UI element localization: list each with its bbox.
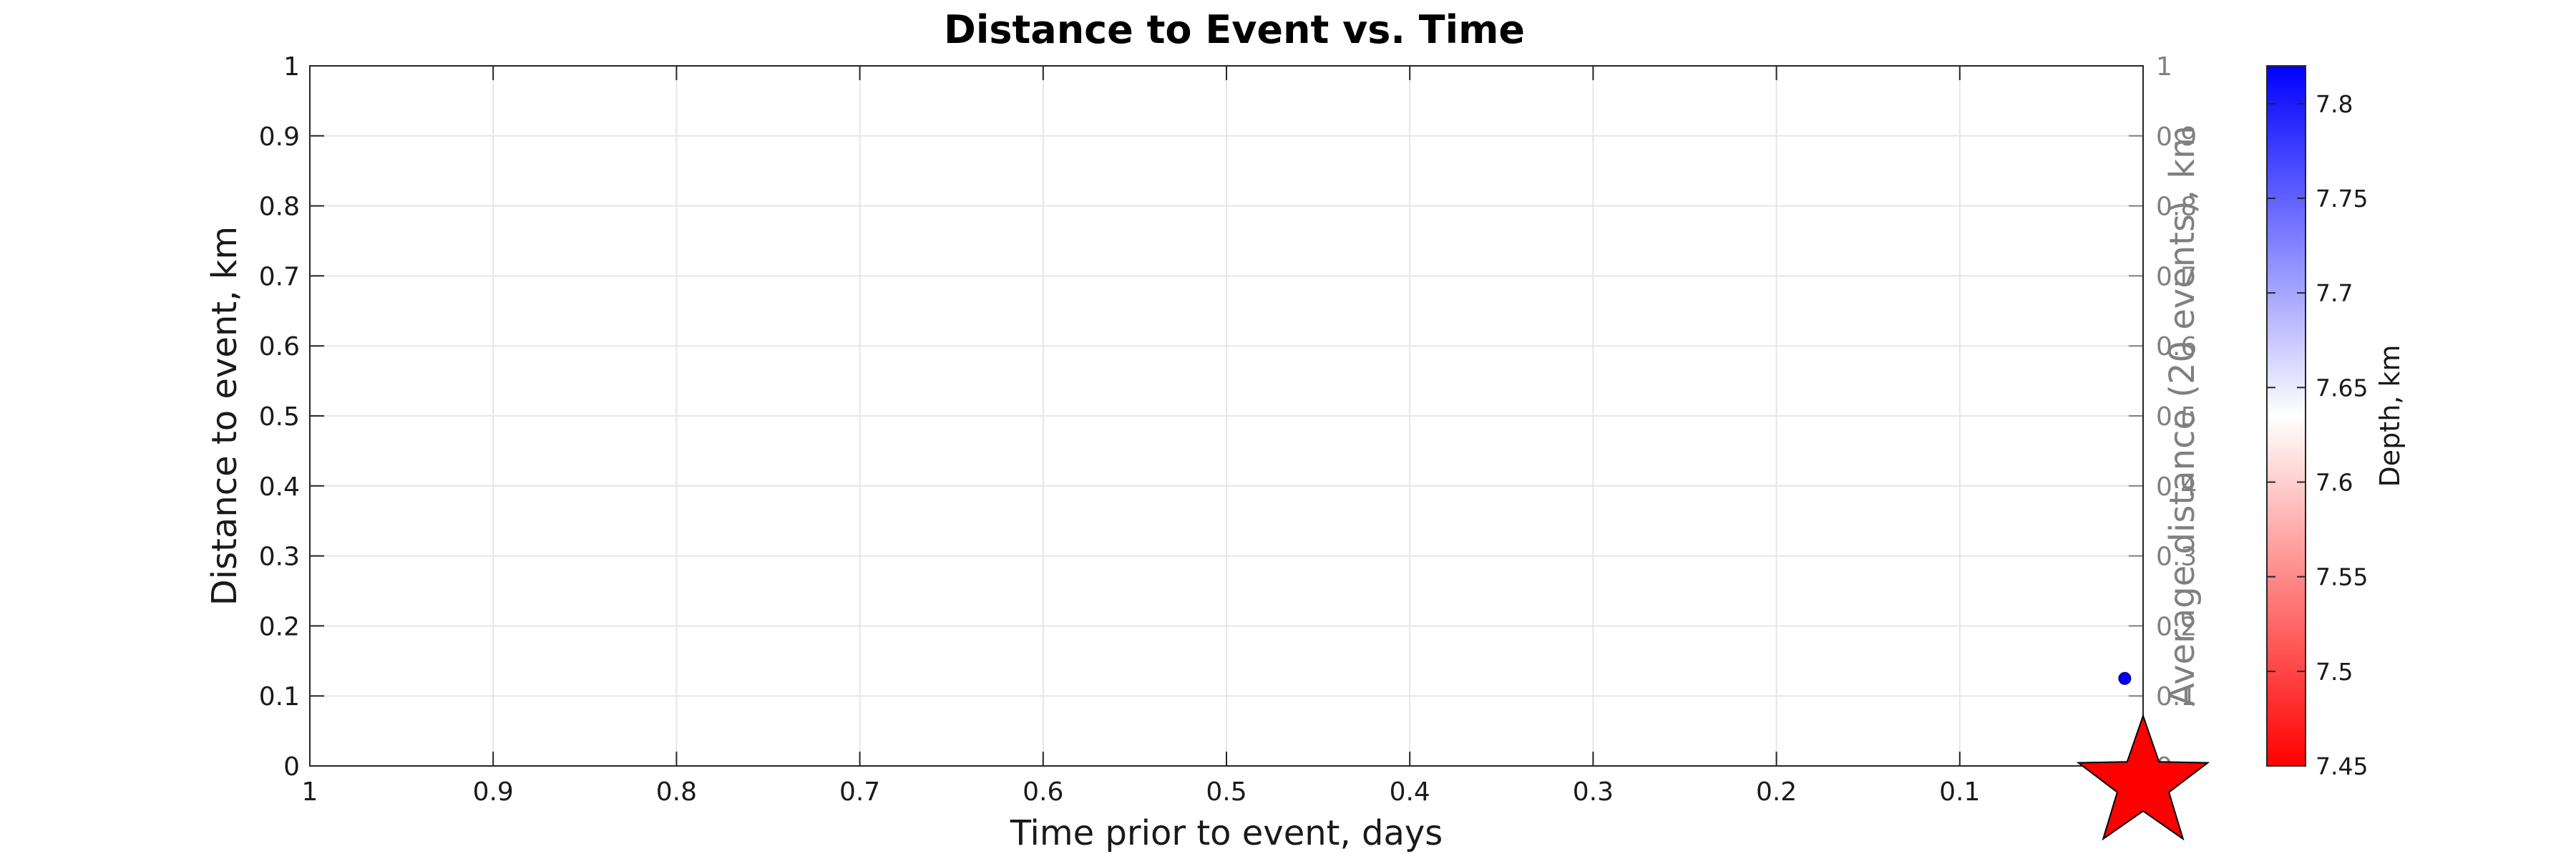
x-tick-label: 0.5 <box>1206 777 1246 807</box>
colorbar-tick-label: 7.7 <box>2316 279 2353 307</box>
event-marker-layer <box>2076 713 2210 841</box>
chart-title: Distance to Event vs. Time <box>944 7 1525 52</box>
grid <box>309 65 2144 767</box>
y-tick-label: 0.1 <box>259 682 300 712</box>
y-right-tick-label: 0.3 <box>2156 543 2197 572</box>
y-tick-label: 0 <box>283 752 300 782</box>
y-right-tick-label: 0.8 <box>2156 193 2197 222</box>
colorbar-tick-label: 7.6 <box>2316 469 2353 497</box>
x-tick-label: 0.6 <box>1023 777 1063 807</box>
y-tick-labels: 0 0.1 0.2 0.3 0.4 0.5 0.6 0.7 0.8 0.9 1 <box>259 52 300 782</box>
event-star-marker <box>2076 713 2210 841</box>
y-right-tick-label: 0.6 <box>2156 332 2197 361</box>
data-points <box>2118 671 2132 685</box>
colorbar-tick-label: 7.8 <box>2316 90 2353 118</box>
y-right-tick-label: 0.9 <box>2156 122 2197 152</box>
colorbar-tick-label: 7.45 <box>2316 752 2368 780</box>
data-point <box>2118 671 2132 685</box>
y-right-tick-label: 1 <box>2156 52 2172 82</box>
y-right-tick-label: 0.2 <box>2156 612 2197 641</box>
colorbar-tick-label: 7.75 <box>2316 185 2368 213</box>
y-right-tick-label: 0.7 <box>2156 262 2197 291</box>
colorbar-tick-label: 7.65 <box>2316 374 2368 402</box>
x-tick-label: 1 <box>302 777 318 807</box>
colorbar-tick-label: 7.55 <box>2316 563 2368 591</box>
x-tick-label: 0.9 <box>473 777 514 807</box>
y-right-tick-label: 0.5 <box>2156 402 2197 432</box>
y-tick-label: 0.8 <box>259 193 300 222</box>
y-tick-label: 1 <box>283 52 300 82</box>
y-right-axis-label: Average distance (20 events), km <box>2162 125 2202 707</box>
x-tick-label: 0.4 <box>1390 777 1430 807</box>
x-tick-labels: 10.90.80.70.60.50.40.30.20.10 <box>302 777 2152 807</box>
plot-frame <box>309 65 2144 767</box>
x-tick-label: 0.8 <box>656 777 697 807</box>
y-tick-label: 0.3 <box>259 543 300 572</box>
x-tick-label: 0.3 <box>1573 777 1614 807</box>
y-right-tick-label: 0.1 <box>2156 682 2197 712</box>
y-tick-label: 0.4 <box>259 472 300 502</box>
y-right-tick-labels: 00.10.20.30.40.50.60.70.80.91 <box>2156 52 2197 782</box>
y-tick-label: 0.6 <box>259 332 300 361</box>
y-tick-label: 0.7 <box>259 262 300 291</box>
x-tick-label: 0.7 <box>839 777 880 807</box>
y-axis-label: Distance to event, km <box>205 226 245 606</box>
y-tick-label: 0.9 <box>259 122 300 152</box>
colorbar <box>2266 65 2306 767</box>
x-axis-label: Time prior to event, days <box>1010 813 1443 853</box>
colorbar-label: Depth, km <box>2374 345 2406 487</box>
x-tick-label: 0.1 <box>1939 777 1980 807</box>
colorbar-tick-label: 7.5 <box>2316 658 2353 686</box>
y-tick-label: 0.2 <box>259 612 300 641</box>
x-tick-label: 0.2 <box>1756 777 1797 807</box>
colorbar-ticks: 7.45 7.5 7.55 7.6 7.65 7.7 7.75 7.8 <box>2267 90 2368 780</box>
y-tick-label: 0.5 <box>259 402 300 432</box>
y-right-tick-label: 0.4 <box>2156 472 2197 502</box>
